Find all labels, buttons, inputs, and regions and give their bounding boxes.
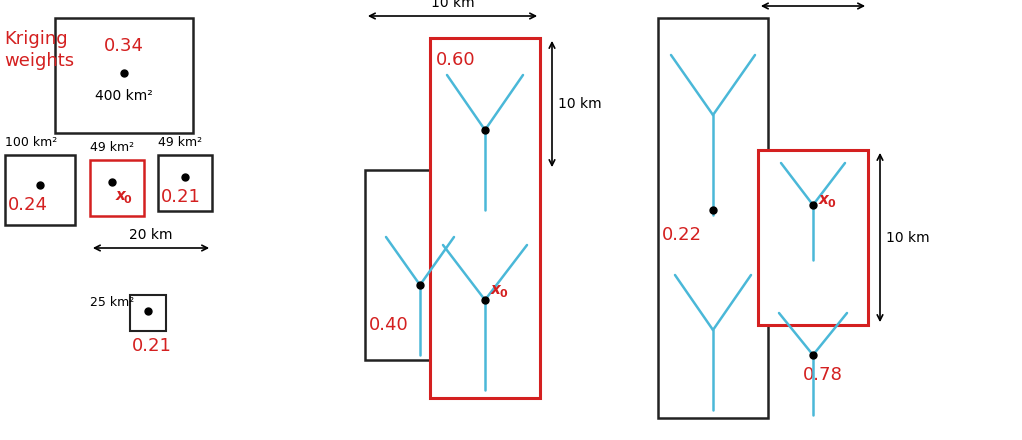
Text: 49 km²: 49 km²	[90, 141, 134, 154]
Text: 10 km: 10 km	[558, 97, 602, 111]
Text: 0.24: 0.24	[8, 196, 48, 214]
Text: 0: 0	[827, 199, 835, 209]
Text: x: x	[117, 188, 126, 203]
Bar	[55, 18, 193, 133]
Text: 0.78: 0.78	[803, 366, 843, 384]
Text: 49 km²: 49 km²	[158, 136, 202, 149]
Text: 400 km²: 400 km²	[95, 89, 153, 103]
Text: 10 km: 10 km	[430, 0, 474, 10]
Bar	[130, 295, 166, 331]
Bar	[365, 170, 475, 360]
Text: 0.34: 0.34	[104, 37, 144, 55]
Text: x: x	[819, 192, 829, 208]
Text: 25 km²: 25 km²	[90, 297, 134, 309]
Bar	[158, 155, 212, 211]
Bar	[5, 155, 75, 225]
Text: Kriging: Kriging	[4, 30, 67, 48]
Text: 0: 0	[124, 195, 132, 205]
Text: weights: weights	[4, 52, 75, 70]
Text: 100 km²: 100 km²	[5, 136, 57, 149]
Bar	[430, 38, 540, 398]
Bar	[758, 150, 868, 325]
Text: 0.40: 0.40	[369, 316, 409, 334]
Text: 20 km: 20 km	[129, 228, 173, 242]
Bar	[90, 160, 144, 216]
Bar	[658, 18, 768, 418]
Text: 10 km: 10 km	[886, 231, 930, 245]
Text: 0.22: 0.22	[662, 226, 702, 244]
Text: 0.21: 0.21	[161, 188, 201, 206]
Text: x: x	[491, 282, 501, 297]
Text: 0.60: 0.60	[436, 51, 475, 69]
Text: 0.21: 0.21	[132, 337, 172, 355]
Text: 0: 0	[499, 289, 507, 299]
